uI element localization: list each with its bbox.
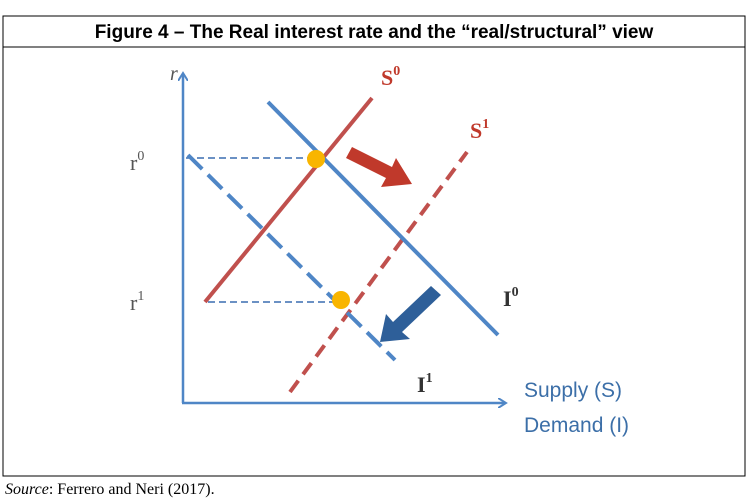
curve-label: I1 — [417, 371, 433, 397]
supply-curve-1 — [288, 150, 469, 394]
equilibrium-0 — [307, 150, 325, 168]
equilibrium-1 — [332, 291, 350, 309]
rate-label: r0 — [130, 149, 144, 175]
rate-base: r — [130, 150, 138, 175]
curve-label: I0 — [503, 285, 519, 311]
curve-base: I — [503, 286, 512, 311]
curve-base: S — [470, 118, 482, 143]
supply-curve-0 — [203, 96, 374, 304]
curve-sup: 1 — [482, 117, 489, 132]
shift-arrow-demand — [380, 286, 441, 342]
x-axis-label: Supply (S) — [524, 379, 622, 402]
rate-label: r1 — [130, 289, 144, 315]
rate-sup: 0 — [137, 149, 144, 164]
curve-base: I — [417, 372, 426, 397]
figure-border — [2, 15, 746, 477]
curve-sup: 0 — [512, 285, 519, 300]
x-axis-label: Demand (I) — [524, 414, 629, 437]
curve-label: S1 — [470, 117, 489, 143]
curve-base: S — [381, 65, 393, 90]
demand-curve-0 — [266, 100, 500, 337]
figure-title: Figure 4 – The Real interest rate and th… — [95, 22, 654, 43]
source-text: : Ferrero and Neri (2017). — [49, 481, 215, 498]
shift-arrow-supply — [346, 147, 412, 187]
demand-curve-1 — [186, 153, 397, 362]
rate-sup: 1 — [137, 289, 144, 304]
source-label: Source — [5, 481, 49, 498]
rate-base: r — [130, 290, 138, 315]
curve-label: S0 — [381, 64, 400, 90]
curve-sup: 0 — [393, 64, 400, 79]
y-axis-label: r — [170, 63, 178, 85]
source-note: Source: Ferrero and Neri (2017). — [5, 481, 215, 498]
curve-sup: 1 — [426, 371, 433, 386]
